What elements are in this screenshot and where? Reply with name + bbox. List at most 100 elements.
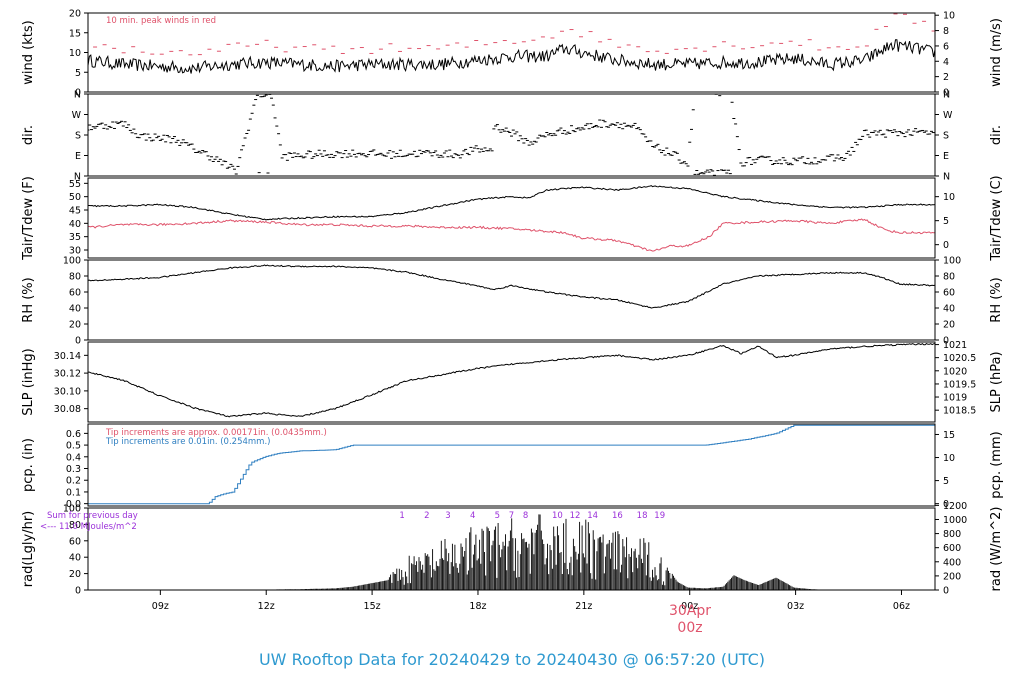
series-pcp xyxy=(88,424,935,505)
series-bars-radiation xyxy=(249,514,829,590)
y-tick-label: 40 xyxy=(69,553,81,564)
y-tick-label: 30.10 xyxy=(54,386,81,397)
hour-label: 18 xyxy=(637,511,648,521)
hour-label: 12 xyxy=(570,511,581,521)
y2-tick-label: 10 xyxy=(943,453,955,464)
hour-label: 10 xyxy=(552,511,563,521)
y-tick-label: 5 xyxy=(75,68,81,79)
series-Tdew xyxy=(88,218,935,252)
y-tick-label: 80 xyxy=(69,272,81,283)
y-tick-label: S xyxy=(75,131,81,142)
y2-tick-label: 2 xyxy=(943,72,949,83)
series-direction xyxy=(88,94,935,176)
y-tick-label: 80 xyxy=(69,520,81,531)
y2-tick-label: 60 xyxy=(943,288,955,299)
series-RH xyxy=(88,264,935,309)
y-axis-label: pcp. (in) xyxy=(21,438,36,492)
hour-label: 5 xyxy=(495,511,500,521)
panel-annotation: <--- 11.0 MJoules/m^2 xyxy=(40,522,137,532)
hour-label: 8 xyxy=(523,511,528,521)
y2-tick-label: 0 xyxy=(943,499,949,510)
y2-tick-label: 15 xyxy=(943,430,955,441)
series-line-RH xyxy=(88,264,935,309)
panel-rad: 020406080100020040060080010001200rad(Lgl… xyxy=(21,501,1004,597)
y2-tick-label: 600 xyxy=(943,543,961,554)
hour-label: 7 xyxy=(509,511,514,521)
y-tick-label: N xyxy=(74,172,81,183)
y2-tick-label: 1019 xyxy=(943,393,967,404)
y2-tick-label: 20 xyxy=(943,320,955,331)
y2-axis-label: rad (W/m^2) xyxy=(989,507,1004,592)
panel-annotation: Tip increments are 0.01in. (0.254mm.) xyxy=(105,437,270,447)
y2-tick-label: 4 xyxy=(943,57,949,68)
footer-title: UW Rooftop Data for 20240429 to 20240430… xyxy=(259,650,765,669)
y-tick-label: 50 xyxy=(69,192,81,203)
y2-axis-label: Tair/Tdew (C) xyxy=(989,175,1004,261)
y-tick-label: 30.14 xyxy=(54,351,81,362)
y-tick-label: 40 xyxy=(69,304,81,315)
panel-frame xyxy=(87,177,936,259)
y2-tick-label: N xyxy=(943,90,950,101)
y2-tick-label: 5 xyxy=(943,476,949,487)
y2-tick-label: N xyxy=(943,172,950,183)
panel-rh: 0 20 40 60 80 100 0 20 40 60 80 100 RH (%) RH (%) xyxy=(21,256,1004,347)
hour-label: 16 xyxy=(612,511,623,521)
y-tick-label: 45 xyxy=(69,206,81,217)
series-line-Tair xyxy=(88,185,935,221)
hour-label: 19 xyxy=(654,511,665,521)
panel-frame xyxy=(87,507,936,591)
y2-tick-label: 10 xyxy=(943,11,955,22)
x-tick-label: 00z xyxy=(681,601,698,612)
series-wind xyxy=(88,39,935,74)
y-axis-label: SLP (inHg) xyxy=(21,348,36,416)
y2-tick-label: 100 xyxy=(943,256,961,267)
y-axis-label: dir. xyxy=(21,125,36,145)
panel-frame xyxy=(87,259,936,341)
panel-temp: 30 35 40 45 50 55 0 5 10 Tair/Tdew (F) Tair/Tdew (… xyxy=(21,175,1004,261)
series-peak xyxy=(93,13,935,56)
panel-annotation: Sum for previous day xyxy=(47,511,138,521)
panel-frame xyxy=(87,93,936,177)
x-tick-label: 06z xyxy=(893,601,910,612)
y-tick-label: N xyxy=(74,90,81,101)
y2-axis-label: pcp. (mm) xyxy=(989,431,1004,498)
y-axis-label: wind (kts) xyxy=(21,20,36,84)
y-tick-label: 30.12 xyxy=(54,369,81,380)
y2-tick-label: S xyxy=(943,131,949,142)
y2-axis-label: RH (%) xyxy=(989,277,1004,322)
y-tick-label: 0.5 xyxy=(66,441,81,452)
panel-annotation: Tip increments are approx. 0.00171in. (0… xyxy=(105,428,327,438)
panel-frame xyxy=(87,423,936,507)
y-tick-label: 0.0 xyxy=(66,499,81,510)
x-tick-label: 03z xyxy=(787,601,804,612)
date-marker-time: 00z xyxy=(677,620,702,636)
panel-pcp: 0.00.10.20.30.40.50.6 0 5 10 15 pcp. (in) pcp.… xyxy=(21,423,1004,510)
y2-axis-label: dir. xyxy=(989,125,1004,145)
y2-tick-label: 5 xyxy=(943,216,949,227)
y-axis-label: rad(Lgly/hr) xyxy=(21,511,36,587)
date-marker-day: 30Apr xyxy=(669,603,711,619)
panel-slp: 30.08 30.10 30.12 30.14 1018.5 1019 1019.5 1020… xyxy=(21,340,1004,423)
y-tick-label: 30.08 xyxy=(54,404,81,415)
y2-axis-label: SLP (hPa) xyxy=(989,351,1004,412)
y2-tick-label: 0 xyxy=(943,88,949,99)
hour-label: 2 xyxy=(424,511,429,521)
x-tick-label: 15z xyxy=(364,601,381,612)
series-line-wind xyxy=(88,39,935,74)
y-tick-label: 0.2 xyxy=(66,476,81,487)
series-radiation xyxy=(249,514,829,590)
y-tick-label: 0 xyxy=(75,336,81,347)
y-tick-label: 35 xyxy=(69,232,81,243)
y-tick-label: 15 xyxy=(69,28,81,39)
y-tick-label: 100 xyxy=(63,504,81,515)
y2-tick-label: 1000 xyxy=(943,515,967,526)
y-tick-label: 0 xyxy=(75,586,81,597)
x-tick-label: 12z xyxy=(258,601,275,612)
y-tick-label: 30 xyxy=(69,246,81,257)
series-line-pcp xyxy=(88,424,935,505)
panel-frame xyxy=(87,341,936,423)
y-tick-label: E xyxy=(75,151,81,162)
y2-tick-label: 40 xyxy=(943,304,955,315)
series-line-SLP xyxy=(88,342,935,418)
